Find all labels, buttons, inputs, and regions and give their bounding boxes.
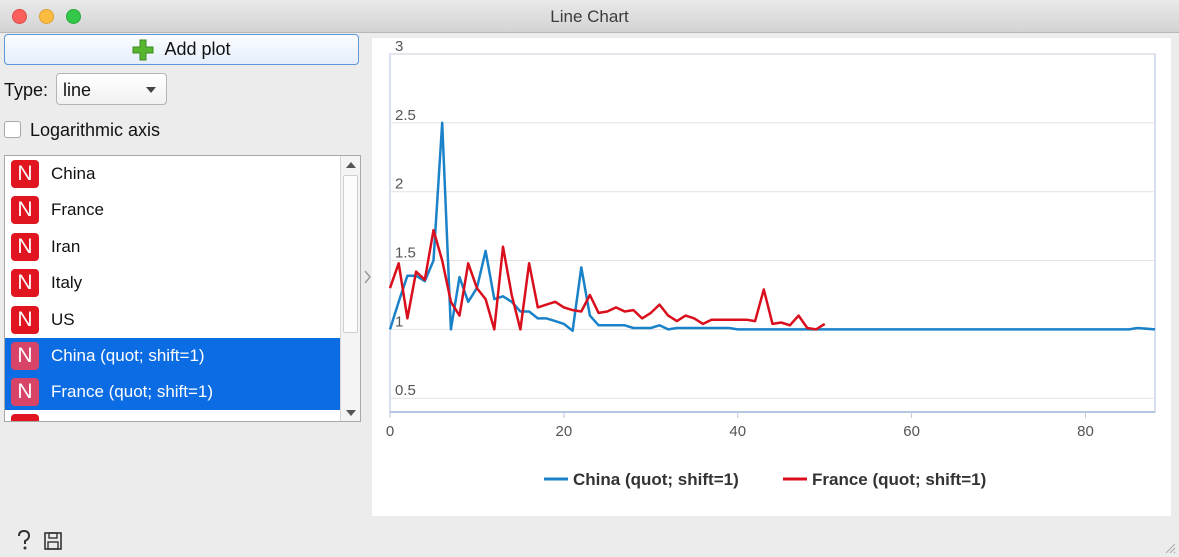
- type-select-value: line: [63, 80, 92, 100]
- list-item[interactable]: N France: [5, 192, 340, 228]
- resize-grip-icon[interactable]: [1162, 540, 1176, 554]
- list-item[interactable]: N US: [5, 302, 340, 338]
- numeric-variable-icon: N: [11, 342, 39, 370]
- maximize-window-button[interactable]: [66, 9, 81, 24]
- legend-label[interactable]: China (quot; shift=1): [573, 470, 739, 489]
- type-select[interactable]: line: [56, 73, 167, 105]
- window-title: Line Chart: [550, 7, 629, 26]
- y-tick-label: 1: [395, 313, 403, 330]
- save-icon[interactable]: [44, 532, 62, 550]
- numeric-variable-icon: N: [11, 233, 39, 261]
- list-item[interactable]: N China: [5, 156, 340, 192]
- y-tick-label: 1.5: [395, 245, 416, 262]
- plus-icon: [132, 39, 154, 60]
- numeric-variable-icon: N: [11, 196, 39, 224]
- list-item-selected[interactable]: N China (quot; shift=1): [5, 338, 340, 374]
- x-tick-label: 80: [1077, 423, 1094, 440]
- add-plot-label: Add plot: [164, 39, 231, 59]
- chevron-down-icon: [146, 87, 156, 93]
- add-plot-button[interactable]: Add plot: [4, 34, 359, 65]
- scroll-down-arrow-icon[interactable]: [341, 404, 360, 421]
- numeric-variable-icon: [11, 414, 39, 421]
- list-scrollbar[interactable]: [340, 156, 360, 421]
- list-item-label: France (quot; shift=1): [51, 382, 214, 401]
- y-tick-label: 0.5: [395, 382, 416, 399]
- y-tick-label: 2.5: [395, 107, 416, 124]
- series-line-1: [388, 228, 826, 331]
- list-item-label: China (quot; shift=1): [51, 346, 205, 365]
- list-item[interactable]: N Iran: [5, 229, 340, 265]
- y-tick-label: 2: [395, 176, 403, 193]
- y-tick-label: 3: [395, 38, 403, 55]
- x-tick-label: 40: [729, 423, 746, 440]
- line-chart: 0.5 1 1.5 2 2.5 3 0 20 40 60 80 China (quot; shif…: [386, 38, 1156, 489]
- x-tick-label: 0: [386, 423, 394, 440]
- minimize-window-button[interactable]: [39, 9, 54, 24]
- x-tick-label: 20: [556, 423, 573, 440]
- list-item-label: US: [51, 310, 75, 329]
- list-item-label: China: [51, 164, 96, 183]
- plot-area[interactable]: 0.5 1 1.5 2 2.5 3 0 20 40 60 80 China (quot; shif…: [372, 38, 1171, 516]
- numeric-variable-icon: N: [11, 378, 39, 406]
- plot-frame: [389, 53, 1156, 413]
- list-item-label: Italy: [51, 273, 83, 292]
- list-item-label: Iran: [51, 237, 81, 256]
- logarithmic-axis-label: Logarithmic axis: [30, 120, 161, 140]
- list-item-selected[interactable]: N France (quot; shift=1): [5, 374, 340, 410]
- scroll-up-arrow-icon[interactable]: [341, 156, 360, 173]
- help-icon[interactable]: [14, 529, 34, 551]
- list-item[interactable]: N Italy: [5, 265, 340, 301]
- close-window-button[interactable]: [12, 9, 27, 24]
- numeric-variable-icon: N: [11, 306, 39, 334]
- scrollbar-thumb[interactable]: [343, 175, 358, 333]
- numeric-variable-icon: N: [11, 160, 39, 188]
- type-label: Type:: [4, 80, 49, 100]
- series-line-0: [388, 121, 1156, 333]
- variable-list[interactable]: N China N France N Iran N Italy N US N C…: [4, 155, 361, 422]
- x-tick-label: 60: [903, 423, 920, 440]
- legend-label[interactable]: France (quot; shift=1): [812, 470, 986, 489]
- list-item-label: France: [51, 200, 104, 219]
- title-bar: Line Chart: [0, 0, 1179, 33]
- splitter-chevron-icon[interactable]: [362, 268, 372, 286]
- numeric-variable-icon: N: [11, 269, 39, 297]
- logarithmic-axis-checkbox[interactable]: [4, 121, 21, 138]
